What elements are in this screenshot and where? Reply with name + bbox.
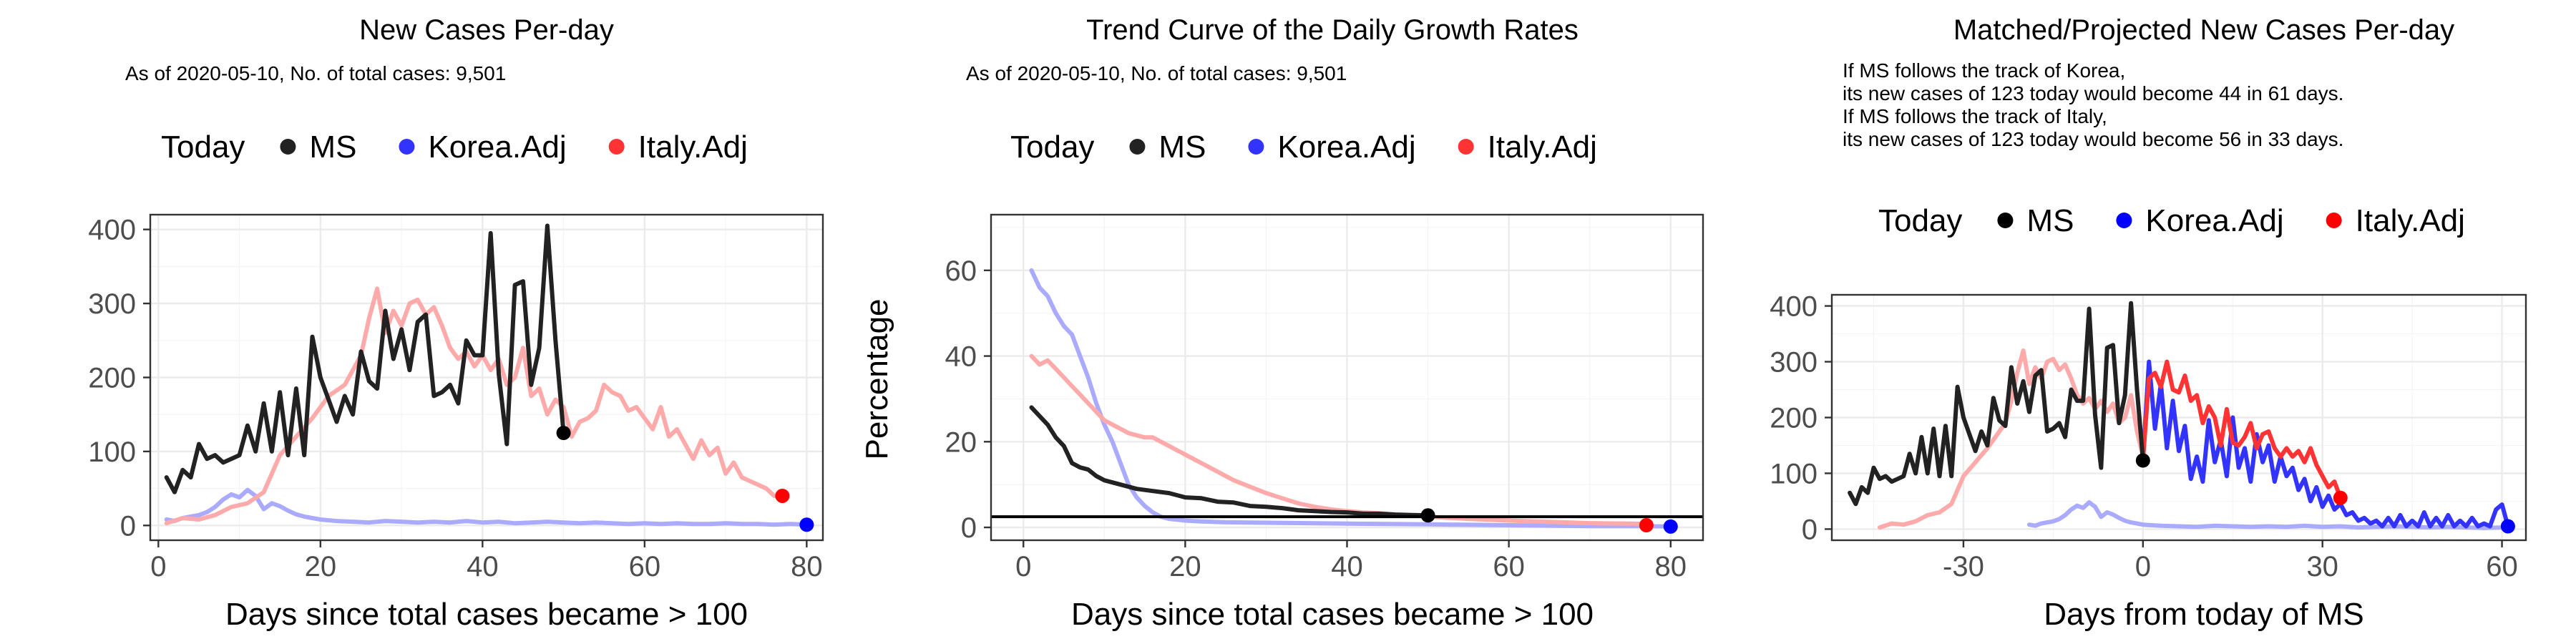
series-line-ms (1848, 301, 2145, 507)
legend-label: Korea.Adj (1277, 130, 1415, 165)
legend-label: Italy.Adj (638, 130, 748, 165)
series-line-ms (164, 223, 566, 494)
legend-label: MS (1158, 130, 1206, 165)
series-line-ms (1029, 405, 1430, 518)
chart-title: New Cases Per-day (359, 14, 614, 46)
legend-key-ms (1129, 139, 1146, 155)
x-tick-label: 0 (2135, 551, 2151, 582)
legend-label: MS (309, 130, 356, 165)
y-tick-label: 400 (1770, 291, 1818, 323)
today-point-italy-adj (775, 488, 790, 503)
legend-key-ms (280, 139, 296, 155)
chart-subtitle-line: If MS follows the track of Italy, (1843, 105, 2107, 127)
series-line-italy-adj (164, 286, 785, 526)
legend-label: Italy.Adj (1488, 130, 1597, 165)
legend-label: MS (2026, 203, 2074, 238)
today-point-italy-adj (1639, 518, 1654, 533)
x-tick-label: 0 (1015, 551, 1031, 582)
y-tick-label: 100 (1770, 458, 1818, 489)
x-tick-label: 40 (1331, 551, 1363, 582)
chart-subtitle-line: its new cases of 123 today would become … (1843, 82, 2343, 104)
x-tick-label: 20 (1169, 551, 1201, 582)
legend: Today MS Korea.Adj Italy.Adj (161, 130, 748, 165)
chart-subtitle-line: If MS follows the track of Korea, (1843, 59, 2125, 82)
legend-title: Today (161, 130, 245, 165)
chart-subtitle-line: As of 2020-05-10, No. of total cases: 9,… (125, 62, 506, 84)
today-point-ms (556, 426, 571, 441)
series-line-korea-adj-past (2026, 500, 2504, 530)
x-tick-label: 0 (150, 551, 166, 582)
y-tick-label: 200 (1770, 403, 1818, 434)
series-line-korea-adj (164, 487, 809, 527)
legend-key-korea-adj (2116, 213, 2132, 228)
y-tick-label: 300 (88, 288, 136, 320)
chart-panel-3: Matched/Projected New Cases Per-day If MS… (1770, 14, 2527, 632)
legend-key-italy-adj (608, 139, 625, 155)
chart-subtitle-line: its new cases of 123 today would become … (1843, 128, 2343, 150)
data-layer (1848, 301, 2510, 530)
y-tick-label: 20 (945, 426, 977, 458)
legend-key-italy-adj (2326, 213, 2342, 228)
x-tick-label: 60 (2486, 551, 2518, 582)
y-axis-title: Percentage (859, 298, 894, 459)
gridlines (1832, 295, 2526, 540)
y-tick-label: 0 (961, 512, 977, 544)
y-tick-label: 300 (1770, 347, 1818, 379)
legend: Today MS Korea.Adj Italy.Adj (1010, 130, 1597, 165)
legend-label: Korea.Adj (428, 130, 566, 165)
legend-title: Today (1878, 203, 1962, 238)
x-axis-title: Days from today of MS (2044, 597, 2363, 632)
x-tick-label: 30 (2306, 551, 2338, 582)
x-tick-label: 80 (1655, 551, 1687, 582)
series-line-korea-adj (2140, 359, 2510, 529)
y-tick-label: 400 (88, 215, 136, 246)
chart-panel-2: Trend Curve of the Daily Growth Rates As … (859, 14, 1704, 632)
legend-label: Italy.Adj (2356, 203, 2465, 238)
y-tick-label: 0 (120, 510, 136, 542)
x-tick-label: 40 (467, 551, 499, 582)
data-layer (164, 223, 809, 527)
x-tick-label: 20 (305, 551, 337, 582)
legend-key-korea-adj (1248, 139, 1264, 155)
y-tick-label: 100 (88, 436, 136, 468)
y-tick-label: 200 (88, 363, 136, 394)
x-tick-label: 80 (791, 551, 823, 582)
today-point-korea-adj (2500, 519, 2515, 534)
today-point-ms (2135, 453, 2150, 468)
chart-title: Trend Curve of the Daily Growth Rates (1086, 14, 1579, 46)
legend-key-ms (1997, 213, 2014, 228)
today-point-korea-adj (1663, 519, 1678, 534)
today-point-korea-adj (799, 517, 814, 532)
legend: Today MS Korea.Adj Italy.Adj (1878, 203, 2465, 238)
series-line-italy-adj (2140, 359, 2343, 500)
chart-title: Matched/Projected New Cases Per-day (1953, 14, 2454, 46)
legend-key-italy-adj (1458, 139, 1474, 155)
series-line-italy-adj (1029, 353, 1649, 527)
today-point-italy-adj (2333, 490, 2348, 505)
x-tick-label: 60 (1493, 551, 1525, 582)
x-tick-label: 60 (629, 551, 661, 582)
data-layer (991, 268, 1703, 529)
y-tick-label: 0 (1802, 514, 1818, 545)
legend-title: Today (1010, 130, 1094, 165)
chart-panel-1: New Cases Per-day As of 2020-05-10, No. o… (88, 14, 824, 632)
today-point-ms (1420, 508, 1435, 523)
x-axis-title: Days since total cases became > 100 (1071, 597, 1594, 632)
x-axis-title: Days since total cases became > 100 (225, 597, 748, 632)
x-tick-label: -30 (1943, 551, 1984, 582)
legend-key-korea-adj (399, 139, 415, 155)
y-tick-label: 40 (945, 341, 977, 373)
y-tick-label: 60 (945, 255, 977, 287)
gridlines (991, 215, 1703, 540)
legend-label: Korea.Adj (2145, 203, 2283, 238)
chart-subtitle-line: As of 2020-05-10, No. of total cases: 9,… (966, 62, 1347, 84)
